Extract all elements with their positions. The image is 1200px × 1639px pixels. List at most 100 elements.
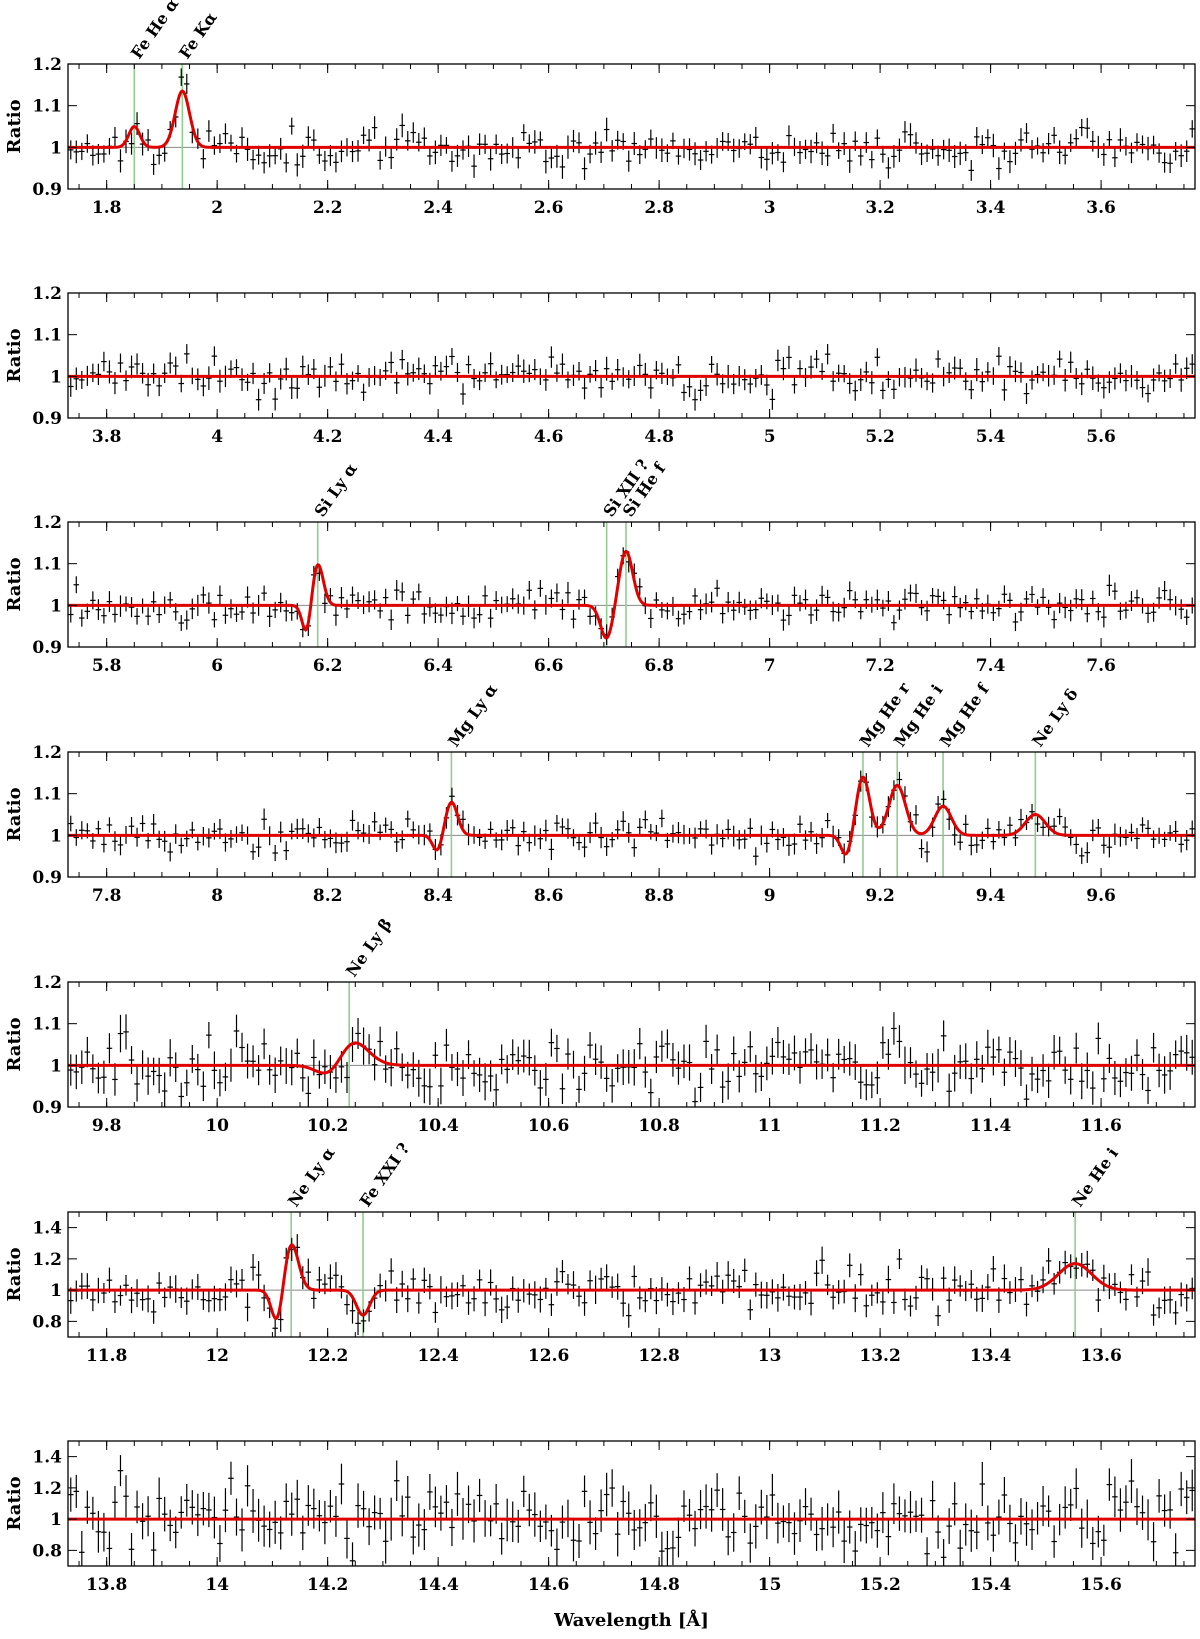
data-point — [85, 1273, 91, 1299]
data-point — [79, 1050, 85, 1084]
data-point — [775, 350, 781, 372]
data-point — [1007, 1037, 1013, 1067]
data-point — [792, 376, 798, 394]
data-point — [598, 1045, 604, 1079]
data-point — [753, 1272, 759, 1296]
data-point — [847, 1253, 853, 1277]
data-point — [753, 600, 759, 619]
data-point — [886, 371, 892, 388]
data-point — [234, 1015, 240, 1048]
data-point — [1184, 140, 1190, 162]
data-point — [632, 1265, 638, 1287]
data-point — [521, 360, 527, 383]
data-point — [670, 1043, 676, 1077]
data-point — [1156, 1054, 1162, 1088]
data-point — [190, 599, 196, 620]
x-tick-label: 10 — [205, 1116, 229, 1136]
data-point — [980, 372, 986, 392]
data-point — [112, 606, 118, 622]
x-tick-label: 8 — [211, 886, 223, 906]
data-point — [891, 1291, 897, 1314]
data-point — [532, 1492, 538, 1536]
data-point — [212, 1497, 218, 1539]
data-point — [770, 1474, 776, 1516]
x-tick-label: 7.6 — [1086, 656, 1116, 676]
data-point — [151, 1058, 157, 1086]
data-point — [455, 1052, 461, 1086]
x-tick-label: 7 — [764, 656, 776, 676]
data-point — [488, 1505, 494, 1536]
data-point — [493, 591, 499, 610]
data-point — [350, 1542, 356, 1579]
data-point — [543, 150, 549, 174]
data-point — [411, 364, 417, 382]
data-point — [112, 1486, 118, 1519]
data-point — [742, 1259, 748, 1283]
data-point — [328, 1490, 334, 1522]
line-label: Ne He i — [1068, 1144, 1122, 1210]
data-point — [339, 1464, 345, 1505]
y-tick-label: 1.1 — [32, 555, 62, 575]
data-point — [1123, 1058, 1129, 1087]
x-tick-label: 9.8 — [92, 1116, 122, 1136]
y-tick-label: 1.2 — [32, 973, 62, 993]
data-point — [748, 1300, 754, 1320]
data-point — [543, 1504, 549, 1539]
data-point — [604, 837, 610, 856]
data-point — [1096, 1022, 1102, 1054]
data-point — [399, 582, 405, 601]
data-point — [1101, 1265, 1107, 1292]
data-point — [852, 1284, 858, 1312]
data-point — [1002, 1059, 1008, 1086]
data-point — [433, 1487, 439, 1528]
data-point — [753, 369, 759, 387]
data-point — [311, 1489, 317, 1529]
data-point — [234, 359, 240, 376]
data-point — [460, 1275, 466, 1297]
data-point — [488, 609, 494, 628]
data-point — [670, 1531, 676, 1565]
data-point — [438, 1496, 444, 1531]
data-point — [289, 1492, 295, 1535]
data-point — [709, 356, 715, 373]
data-point — [1007, 356, 1013, 377]
data-point — [836, 365, 842, 382]
data-point — [311, 828, 317, 847]
data-point — [129, 1046, 135, 1074]
data-point — [427, 1274, 433, 1300]
y-tick-label: 1.2 — [32, 513, 62, 533]
data-point — [968, 835, 974, 855]
data-point — [151, 1532, 157, 1568]
data-point — [178, 68, 184, 86]
data-point — [731, 600, 737, 620]
data-point — [560, 1260, 566, 1283]
data-point — [333, 371, 339, 391]
data-point — [703, 1484, 709, 1528]
data-point — [797, 1499, 803, 1542]
data-point — [1178, 1036, 1184, 1066]
data-point — [643, 363, 649, 386]
data-point — [930, 1481, 936, 1521]
data-point — [797, 1051, 803, 1084]
data-point — [140, 815, 146, 832]
data-point — [74, 576, 80, 593]
data-point — [538, 1070, 544, 1106]
data-point — [377, 825, 383, 841]
data-point — [261, 586, 267, 601]
line-label: Ne Ly β — [342, 915, 396, 980]
data-point — [919, 1498, 925, 1533]
data-point — [477, 829, 483, 846]
data-point — [1062, 597, 1068, 619]
data-point — [681, 1490, 687, 1522]
data-point — [366, 591, 372, 612]
data-point — [549, 346, 555, 367]
data-point — [841, 365, 847, 382]
data-point — [278, 822, 284, 843]
data-point — [957, 834, 963, 850]
data-point — [482, 364, 488, 383]
data-point — [527, 1283, 533, 1304]
data-point — [74, 1475, 80, 1508]
data-point — [118, 1455, 124, 1486]
